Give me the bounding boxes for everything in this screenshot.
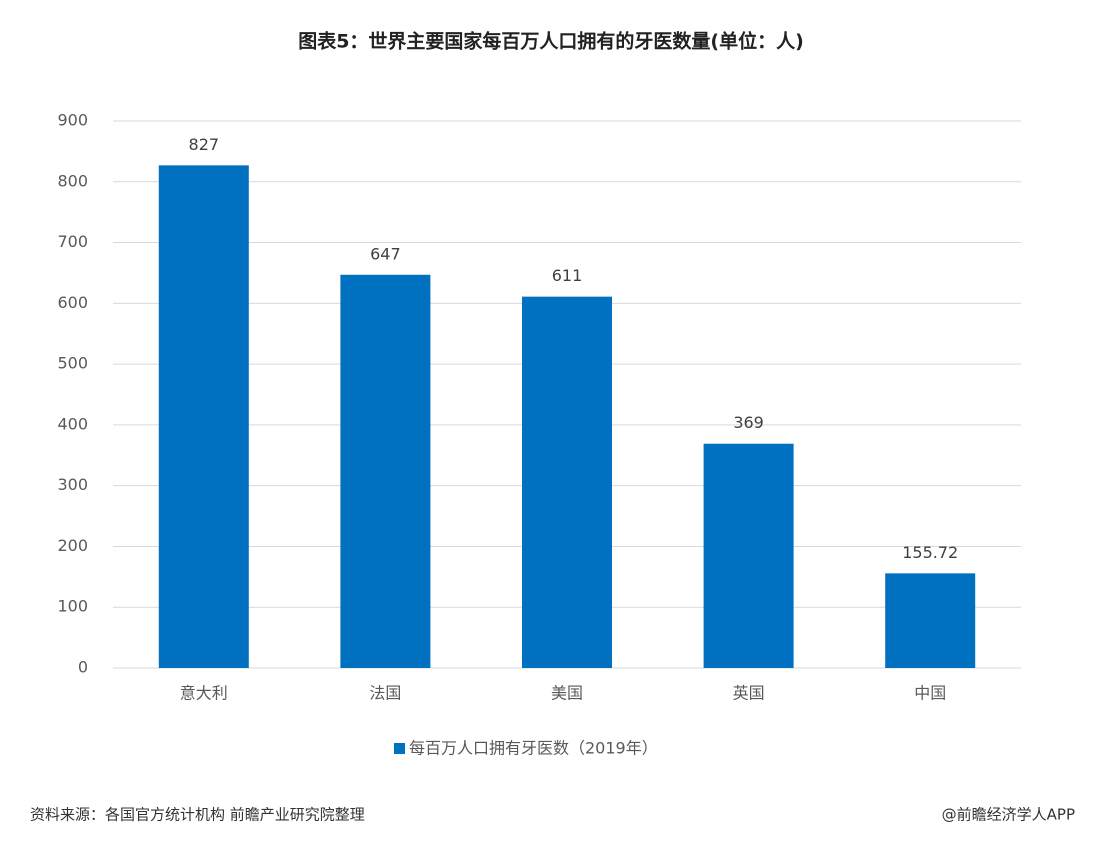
chart-title: 图表5：世界主要国家每百万人口拥有的牙医数量(单位：人) [298,30,804,53]
bar [522,296,612,668]
y-tick-label: 700 [57,232,88,251]
x-tick-label: 法国 [369,684,401,703]
y-tick-label: 600 [57,293,88,312]
bar [340,274,431,668]
data-label: 155.72 [902,543,958,562]
y-tick-label: 300 [57,475,88,494]
y-tick-label: 500 [57,354,88,373]
x-tick-label: 中国 [914,684,946,703]
x-tick-label: 美国 [551,684,583,703]
bar [885,573,976,668]
bar [158,165,249,668]
legend-swatch [394,743,405,754]
y-tick-label: 0 [78,658,88,677]
y-tick-label: 900 [57,111,88,130]
x-tick-label: 意大利 [180,684,228,703]
x-tick-label: 英国 [733,684,765,703]
y-tick-label: 200 [57,536,88,555]
y-tick-label: 800 [57,171,88,190]
y-tick-label: 400 [57,414,88,433]
data-label: 611 [552,266,583,285]
credit: @前瞻经济学人APP [942,806,1075,824]
data-label: 647 [370,244,401,263]
data-label: 827 [189,135,220,154]
bar [703,443,794,668]
data-label: 369 [733,413,764,432]
legend-label: 每百万人口拥有牙医数（2019年） [409,739,658,758]
y-tick-label: 100 [57,597,88,616]
source-note: 资料来源：各国官方统计机构 前瞻产业研究院整理 [30,806,365,824]
